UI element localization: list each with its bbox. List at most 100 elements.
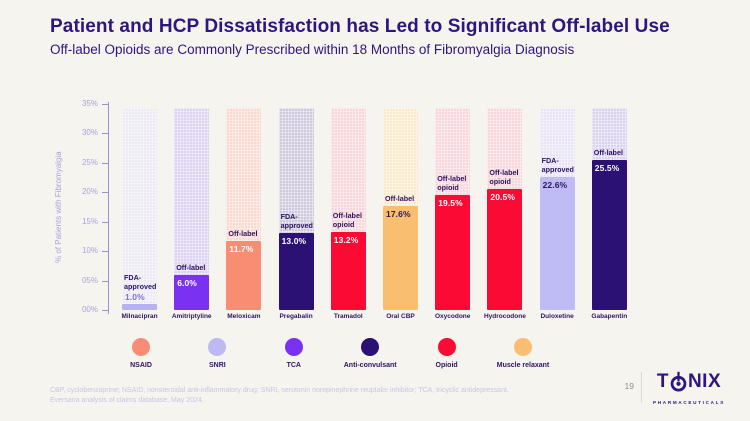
y-tick-mark xyxy=(102,133,108,135)
bar-status-label: Off-label xyxy=(385,194,435,203)
bar-status-line: Off-label xyxy=(228,229,258,239)
bar-value-fill xyxy=(278,233,314,310)
y-tick-label: 05% xyxy=(81,275,98,285)
legend-swatch xyxy=(132,338,150,356)
bar-value-label: 25.5% xyxy=(594,162,620,173)
tonix-logo: T NIX PHARMACEUTICALS xyxy=(650,371,728,405)
bar-value-label: 11.7% xyxy=(229,244,254,255)
x-axis-category-label: Hydrocodone xyxy=(483,313,526,320)
bar-status-line: approved xyxy=(280,221,313,231)
legend-swatch xyxy=(284,338,303,356)
x-axis-category-label: Meloxicam xyxy=(227,313,261,320)
page-number: 19 xyxy=(624,381,634,391)
logo-letter-t: T xyxy=(656,371,669,392)
bar-status-line: FDA- xyxy=(280,212,298,222)
y-tick-mark xyxy=(102,221,108,223)
bar-value-label: 1.0% xyxy=(125,292,145,303)
y-tick-label: 00% xyxy=(81,305,98,314)
y-tick-label: 30% xyxy=(81,128,98,138)
bar-status-label: FDA-approved xyxy=(281,212,331,230)
bar-status-line: approved xyxy=(541,164,574,174)
bar-status-line: Off-label xyxy=(489,168,519,178)
y-tick-label: 25% xyxy=(81,157,98,167)
bar-status-label: FDA-approved xyxy=(124,273,174,291)
bar-value-fill xyxy=(539,176,575,310)
bar-status-line: FDA- xyxy=(541,155,559,165)
bar-value-fill xyxy=(435,195,471,310)
legend-label: Muscle relaxant xyxy=(496,362,550,369)
y-tick-label: 20% xyxy=(81,187,98,197)
legend-label: Anti-convulsant xyxy=(343,362,397,369)
footnote-abbreviations: CBP, cyclobenzaprine; NSAID, nonsteroida… xyxy=(50,387,509,394)
bar-status-line: opioid xyxy=(437,183,459,193)
legend-swatch xyxy=(437,338,456,356)
slide-subtitle: Off-label Opioids are Commonly Prescribe… xyxy=(50,42,575,57)
bar-status-line: FDA- xyxy=(124,273,142,283)
x-axis-category-label: Milnacipran xyxy=(121,313,158,320)
x-axis-category-label: Gabapentin xyxy=(591,313,628,320)
x-axis-category-label: Oral CBP xyxy=(386,313,415,320)
bar-status-line: Off-label xyxy=(593,147,623,157)
x-axis-category-label: Amitriptyline xyxy=(171,313,212,320)
bar-value-label: 13.2% xyxy=(333,235,359,246)
y-tick-mark xyxy=(102,162,108,164)
y-tick-mark xyxy=(102,104,108,105)
tonix-o-key-icon xyxy=(670,371,687,399)
bar-status-label: Off-label opioid xyxy=(437,174,487,192)
bar-value-fill xyxy=(487,189,523,310)
legend-swatch xyxy=(514,338,532,356)
y-tick-label: 15% xyxy=(81,216,98,226)
bar-status-label: Off-label opioid xyxy=(333,211,383,229)
bar-value-label: 6.0% xyxy=(177,277,197,288)
legend-swatch xyxy=(208,338,227,356)
logo-tagline: PHARMACEUTICALS xyxy=(653,400,725,405)
bar-status-line: Off-label xyxy=(332,211,362,221)
bar-value-label: 17.6% xyxy=(386,209,411,220)
y-tick-mark xyxy=(102,280,108,282)
y-tick-mark xyxy=(102,192,108,194)
bar-status-line: Off-label xyxy=(176,262,206,272)
legend-label: NSAID xyxy=(130,362,152,369)
bar-value-label: 19.5% xyxy=(438,198,463,209)
x-axis-category-label: Duloxetine xyxy=(540,313,574,320)
legend-label: Opioid xyxy=(435,362,458,369)
legend-swatch xyxy=(361,338,380,356)
bar-value-fill xyxy=(383,206,418,310)
x-axis-category-label: Tramadol xyxy=(333,313,363,320)
bar-value-fill xyxy=(591,159,627,310)
y-tick-label: 35% xyxy=(81,99,98,108)
logo-letters-nix: NIX xyxy=(687,371,722,392)
x-axis-category-label: Pregabalin xyxy=(279,313,313,320)
bar-status-label: Off-label xyxy=(176,263,226,272)
bar-status-line: Off-label xyxy=(437,174,467,184)
bar-track xyxy=(122,108,157,310)
bar-status-line: opioid xyxy=(332,220,355,230)
bar-status-line: opioid xyxy=(489,177,511,187)
bar-value-fill xyxy=(174,274,210,310)
bar-status-label: FDA-approved xyxy=(542,156,592,174)
y-tick-mark xyxy=(102,251,108,253)
bar-value-fill xyxy=(226,241,262,310)
legend-label: TCA xyxy=(286,362,301,369)
tonix-wordmark: T NIX xyxy=(650,371,728,399)
y-tick-mark xyxy=(102,310,108,311)
y-axis-line xyxy=(108,102,109,314)
bar-status-label: Off-label opioid xyxy=(489,168,539,186)
x-axis-category-label: Oxycodone xyxy=(434,313,471,320)
bar-status-label: Off-label xyxy=(594,148,644,157)
bar-status-line: Off-label xyxy=(385,194,415,204)
slide-title: Patient and HCP Dissatisfaction has Led … xyxy=(50,16,670,37)
bar-value-label: 22.6% xyxy=(542,179,568,190)
divider xyxy=(641,372,642,402)
legend-label: SNRI xyxy=(209,362,226,369)
bar-value-label: 13.0% xyxy=(281,236,307,247)
bar-value-label: 20.5% xyxy=(490,192,515,203)
bar-value-fill xyxy=(122,304,157,310)
bar-status-label: Off-label xyxy=(228,229,278,238)
footnote-source: Eversana analysis of claims database, Ma… xyxy=(50,397,204,404)
bar-status-line: approved xyxy=(124,282,157,292)
y-tick-label: 10% xyxy=(81,246,98,256)
y-axis-title: % of Patients with Fibromyalgia xyxy=(54,151,63,264)
bar-value-fill xyxy=(330,232,366,310)
